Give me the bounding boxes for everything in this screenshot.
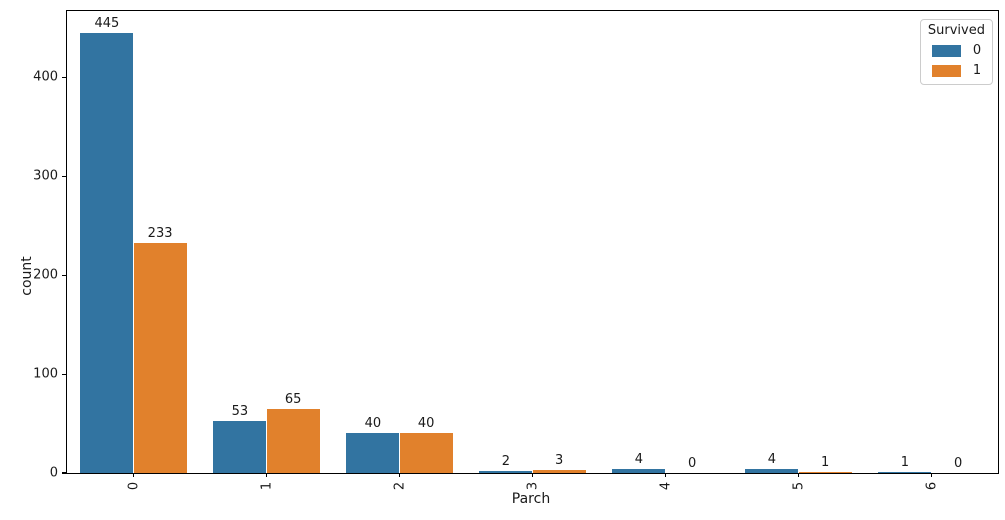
x-tick-mark <box>531 473 534 478</box>
y-tick-mark <box>61 76 66 79</box>
legend-item-label: 0 <box>972 43 982 58</box>
bar-survived-0-parch-5 <box>745 469 799 473</box>
legend-item-0: 0 <box>931 43 985 58</box>
y-tick-label: 100 <box>33 366 58 382</box>
x-tick-mark <box>797 473 800 478</box>
legend-swatch-icon <box>931 64 961 77</box>
bar-survived-1-parch-2 <box>399 433 453 473</box>
x-tick-label: 6 <box>924 481 939 491</box>
y-tick-label: 200 <box>33 267 58 283</box>
x-tick-mark <box>664 473 667 478</box>
x-tick-mark <box>132 473 135 478</box>
y-tick-label: 400 <box>33 69 58 85</box>
bar-survived-1-parch-5 <box>798 472 852 473</box>
bar-value-label: 233 <box>147 225 173 241</box>
bar-value-label: 3 <box>554 453 564 469</box>
bar-value-label: 445 <box>94 16 120 31</box>
bar-survived-0-parch-0 <box>80 33 134 473</box>
x-tick-label: 0 <box>126 481 141 491</box>
bar-value-label: 1 <box>820 455 830 471</box>
bar-value-label: 65 <box>284 391 302 407</box>
bar-survived-1-parch-3 <box>532 470 586 473</box>
bar-value-label: 40 <box>364 416 382 432</box>
bar-survived-0-parch-4 <box>612 469 666 473</box>
x-tick-label: 2 <box>392 481 407 491</box>
legend-item-label: 1 <box>972 63 982 78</box>
bar-value-label: 2 <box>501 454 511 470</box>
y-tick-label: 300 <box>33 168 58 184</box>
bar-value-label: 4 <box>634 452 644 468</box>
bar-value-label: 40 <box>417 416 435 432</box>
y-tick-mark <box>61 175 66 177</box>
bar-value-label: 1 <box>900 455 910 471</box>
bar-survived-1-parch-1 <box>266 408 320 473</box>
x-tick-label: 4 <box>658 481 673 491</box>
y-tick-label: 0 <box>49 465 58 481</box>
bar-survived-0-parch-2 <box>346 433 400 473</box>
bar-value-label: 0 <box>687 456 697 471</box>
x-tick-mark <box>265 473 268 478</box>
x-tick-label: 5 <box>791 481 806 491</box>
bar-survived-0-parch-3 <box>479 471 533 473</box>
y-tick-mark <box>61 373 66 375</box>
y-tick-mark <box>61 274 66 276</box>
bar-value-label: 0 <box>953 456 963 471</box>
x-tick-mark <box>398 473 401 478</box>
legend-item-1: 1 <box>931 63 985 78</box>
y-axis-label: count <box>19 256 35 296</box>
x-tick-label: 1 <box>259 481 274 491</box>
y-tick-mark <box>61 472 66 474</box>
bar-survived-0-parch-6 <box>878 472 932 473</box>
x-axis-label: Parch <box>511 491 551 507</box>
bar-survived-0-parch-1 <box>213 420 267 473</box>
legend-swatch-icon <box>931 44 961 57</box>
bar-survived-1-parch-0 <box>133 242 187 473</box>
x-tick-mark <box>930 473 933 478</box>
bar-value-label: 4 <box>767 452 777 468</box>
bar-value-label: 53 <box>231 403 249 419</box>
legend-title: Survived <box>927 23 985 38</box>
x-tick-label: 3 <box>525 481 540 491</box>
